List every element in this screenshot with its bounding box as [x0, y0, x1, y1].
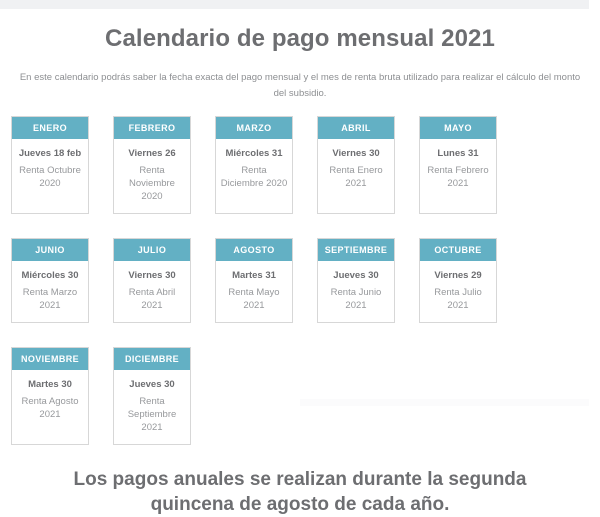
month-card-header: MARZO — [216, 117, 292, 139]
month-card-header: ENERO — [12, 117, 88, 139]
month-card: NOVIEMBRE Martes 30 Renta Agosto 2021 — [11, 347, 89, 445]
month-card-body: Martes 31 Renta Mayo 2021 — [216, 261, 292, 322]
month-rent-reference: Renta Junio 2021 — [330, 287, 382, 311]
month-card: OCTUBRE Viernes 29 Renta Julio 2021 — [419, 238, 497, 323]
month-payment-date: Jueves 30 — [333, 270, 379, 281]
month-card-body: Viernes 29 Renta Julio 2021 — [420, 261, 496, 322]
month-card: AGOSTO Martes 31 Renta Mayo 2021 — [215, 238, 293, 323]
month-payment-date: Viernes 29 — [434, 270, 482, 281]
bottom-decorative-strip — [300, 399, 589, 406]
month-card-header: JULIO — [114, 239, 190, 261]
month-rent-reference: Renta Abril 2021 — [128, 287, 176, 311]
month-payment-date: Viernes 30 — [128, 270, 176, 281]
month-rent-reference: Renta Enero 2021 — [329, 165, 383, 189]
month-payment-date: Viernes 26 — [128, 148, 176, 159]
month-card-header: SEPTIEMBRE — [318, 239, 394, 261]
month-payment-date: Jueves 30 — [129, 379, 175, 390]
annual-payment-note: Los pagos anuales se realizan durante la… — [73, 469, 527, 515]
month-card: ENERO Jueves 18 feb Renta Octubre 2020 — [11, 116, 89, 214]
month-card-header: NOVIEMBRE — [12, 348, 88, 370]
month-card-body: Jueves 30 Renta Junio 2021 — [318, 261, 394, 322]
month-rent-reference: Renta Marzo 2021 — [22, 287, 78, 311]
month-card-header: OCTUBRE — [420, 239, 496, 261]
month-rent-reference: Renta Febrero 2021 — [427, 165, 489, 189]
month-payment-date: Jueves 18 feb — [18, 148, 82, 159]
month-card: DICIEMBRE Jueves 30 Renta Septiembre 202… — [113, 347, 191, 445]
month-card-body: Jueves 30 Renta Septiembre 2021 — [114, 370, 190, 444]
top-decorative-strip — [0, 0, 589, 9]
month-card: MAYO Lunes 31 Renta Febrero 2021 — [419, 116, 497, 214]
month-rent-reference: Renta Octubre 2020 — [19, 165, 81, 189]
month-card-header: FEBRERO — [114, 117, 190, 139]
month-rent-reference: Renta Agosto 2021 — [21, 396, 79, 420]
month-card-body: Jueves 18 feb Renta Octubre 2020 — [12, 139, 88, 200]
month-card-header: JUNIO — [12, 239, 88, 261]
month-rent-reference: Renta Diciembre 2020 — [220, 165, 288, 189]
month-card-body: Martes 30 Renta Agosto 2021 — [12, 370, 88, 431]
month-rent-reference: Renta Septiembre 2021 — [127, 396, 177, 433]
month-card-header: MAYO — [420, 117, 496, 139]
month-card: FEBRERO Viernes 26 Renta Noviembre 2020 — [113, 116, 191, 214]
month-card-body: Viernes 30 Renta Abril 2021 — [114, 261, 190, 322]
month-payment-date: Martes 31 — [232, 270, 276, 281]
page-subtitle: En este calendario podrás saber la fecha… — [19, 72, 581, 99]
month-card-grid: ENERO Jueves 18 feb Renta Octubre 2020 F… — [0, 116, 600, 445]
month-card: JUNIO Miércoles 30 Renta Marzo 2021 — [11, 238, 89, 323]
month-payment-date: Miércoles 30 — [21, 270, 79, 281]
month-card: MARZO Miércoles 31 Renta Diciembre 2020 — [215, 116, 293, 214]
month-card: SEPTIEMBRE Jueves 30 Renta Junio 2021 — [317, 238, 395, 323]
month-payment-date: Viernes 30 — [332, 148, 380, 159]
month-rent-reference: Renta Julio 2021 — [434, 287, 482, 311]
month-card-body: Miércoles 30 Renta Marzo 2021 — [12, 261, 88, 322]
page-title: Calendario de pago mensual 2021 — [105, 25, 495, 52]
month-card-body: Miércoles 31 Renta Diciembre 2020 — [216, 139, 292, 200]
calendar-page: Calendario de pago mensual 2021 En este … — [0, 9, 600, 517]
month-card-body: Lunes 31 Renta Febrero 2021 — [420, 139, 496, 200]
month-card-header: ABRIL — [318, 117, 394, 139]
month-payment-date: Martes 30 — [28, 379, 72, 390]
month-rent-reference: Renta Mayo 2021 — [228, 287, 280, 311]
month-payment-date: Miércoles 31 — [225, 148, 283, 159]
month-card: JULIO Viernes 30 Renta Abril 2021 — [113, 238, 191, 323]
month-card: ABRIL Viernes 30 Renta Enero 2021 — [317, 116, 395, 214]
month-card-header: DICIEMBRE — [114, 348, 190, 370]
month-payment-date: Lunes 31 — [437, 148, 479, 159]
month-card-body: Viernes 30 Renta Enero 2021 — [318, 139, 394, 200]
month-card-header: AGOSTO — [216, 239, 292, 261]
month-card-body: Viernes 26 Renta Noviembre 2020 — [114, 139, 190, 213]
month-rent-reference: Renta Noviembre 2020 — [129, 165, 175, 202]
